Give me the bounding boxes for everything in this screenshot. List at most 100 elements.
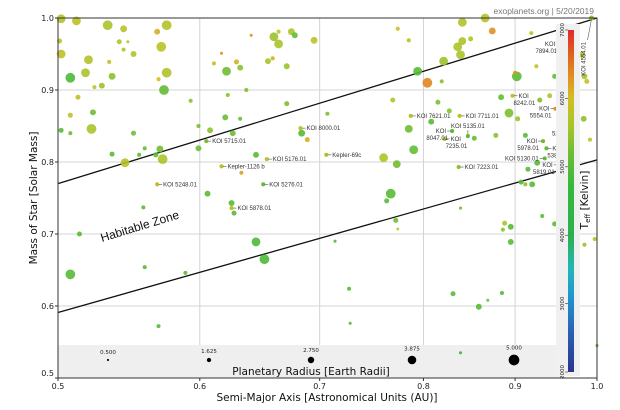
planet-point <box>325 111 330 116</box>
planet-point <box>458 351 463 355</box>
planet-point <box>58 127 64 133</box>
planet-point <box>142 265 147 270</box>
size-legend-value: 5.000 <box>506 346 522 352</box>
planet-point <box>56 49 66 59</box>
colorbar-label-main: T <box>579 222 591 230</box>
planet-point <box>385 188 396 199</box>
planet-point <box>153 152 159 158</box>
planet-point <box>141 205 146 210</box>
planet-point <box>486 298 490 302</box>
planet-point <box>211 61 216 66</box>
planet-label: 7894.01 <box>535 49 557 55</box>
planet-point <box>488 27 496 35</box>
planet-point <box>238 116 243 121</box>
planet-label: KOI <box>539 107 550 113</box>
planet-point <box>540 213 545 219</box>
planet-label: KOI <box>542 163 553 169</box>
size-legend-marker <box>407 355 417 365</box>
planet-point <box>109 151 115 157</box>
planet-point <box>580 115 587 122</box>
labeled-planet-point <box>457 113 462 118</box>
planet-label: 8242.01 <box>513 101 535 107</box>
y-tick-label: 1.0 <box>41 14 54 23</box>
planet-label: KOI 5276.01 <box>269 182 303 188</box>
planet-point <box>156 145 164 153</box>
y-tick-label: 0.7 <box>41 230 54 239</box>
planet-point <box>265 58 271 65</box>
planet-label: KOI <box>545 42 556 48</box>
watermark: exoplanets.org | 5/20/2019 <box>493 6 594 16</box>
planet-point <box>522 132 528 138</box>
planet-point <box>156 41 167 52</box>
labeled-planet-point <box>450 129 455 134</box>
labeled-planet-point <box>261 182 266 187</box>
planet-point <box>161 20 172 31</box>
planet-point <box>547 93 553 99</box>
planet-point <box>259 254 270 265</box>
planet-point <box>81 68 90 78</box>
planet-point <box>108 72 116 80</box>
y-tick-label: 0.9 <box>41 86 54 95</box>
planet-label: 8047.01 <box>426 136 448 142</box>
x-axis-label: Semi-Major Axis [Astronomical Units (AU)… <box>216 392 437 404</box>
y-tick-label: 0.8 <box>41 158 54 167</box>
planet-point <box>347 286 352 291</box>
y-axis-label: Mass of Star [Solar Mass] <box>28 132 40 265</box>
planet-point <box>457 17 467 27</box>
colorbar-tick-label: 4000 <box>560 228 566 242</box>
labeled-planet-point <box>544 146 549 151</box>
planet-point <box>525 166 531 172</box>
planet-label: KOI 5248.01 <box>163 182 197 188</box>
planet-point <box>581 73 588 80</box>
planet-label: KOI 7621.01 <box>417 114 451 120</box>
planet-point <box>276 29 281 34</box>
size-legend-marker <box>307 356 315 364</box>
planet-point <box>98 82 105 89</box>
planet-point <box>126 40 130 44</box>
x-tick-label: 0.6 <box>193 382 206 391</box>
planet-point <box>409 145 419 155</box>
planet-point <box>291 32 298 39</box>
planet-point <box>76 231 82 237</box>
labeled-planet-point <box>456 165 461 170</box>
planet-point <box>552 221 558 227</box>
size-legend-title: Planetary Radius [Earth Radii] <box>232 366 389 378</box>
planet-point <box>406 38 411 43</box>
planet-point <box>283 63 290 70</box>
planet-point <box>233 59 239 65</box>
planet-point <box>304 137 310 143</box>
size-legend: 0.500 1.625 2.750 3.875 5.000 <box>100 346 522 366</box>
planet-point <box>513 70 518 75</box>
planet-point <box>500 227 505 232</box>
planet-label: KOI 7223.01 <box>465 165 499 171</box>
planet-point <box>515 116 521 122</box>
planet-label: KOI 5176.01 <box>273 157 307 163</box>
planet-label: KOI 5715.01 <box>212 139 246 145</box>
planet-point <box>518 179 524 185</box>
planet-point <box>107 59 112 64</box>
planet-point <box>392 160 401 169</box>
planet-point <box>298 129 306 137</box>
planet-point <box>130 51 137 57</box>
habitable-zone-upper-boundary <box>57 17 598 185</box>
habitable-zone-lower-boundary <box>57 159 598 314</box>
colorbar-tick-label: 7000 <box>560 23 566 37</box>
planet-point <box>396 227 400 231</box>
planet-point <box>196 123 201 129</box>
size-legend-marker <box>508 354 520 366</box>
planet-point <box>534 159 541 166</box>
planet-point <box>552 73 558 79</box>
labeled-planet-point <box>204 139 209 144</box>
planet-point <box>523 182 528 187</box>
colorbar-label-sub: eff <box>584 214 592 223</box>
planet-point <box>56 14 66 24</box>
labeled-planet-point <box>229 206 234 211</box>
planet-point <box>89 109 96 116</box>
planet-point <box>222 66 231 76</box>
planet-label: Kepler-69c <box>332 153 361 159</box>
labeled-planet-point <box>510 93 515 98</box>
planet-label: KOI <box>518 94 529 100</box>
planet-point <box>116 39 122 45</box>
planet-label: Kepler-1126 b <box>228 164 266 170</box>
planet-point <box>228 200 235 207</box>
